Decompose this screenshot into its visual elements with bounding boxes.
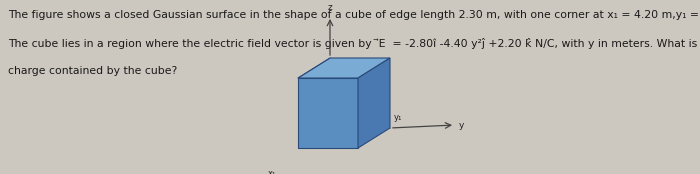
Text: y₁: y₁ [394,113,402,122]
Polygon shape [298,78,358,148]
Text: x₁: x₁ [268,168,277,174]
Text: The cube lies in a region where the electric field vector is given by  ⃗E  = -2.: The cube lies in a region where the elec… [8,38,700,49]
Text: y: y [459,121,464,129]
Text: The figure shows a closed Gaussian surface in the shape of a cube of edge length: The figure shows a closed Gaussian surfa… [8,10,700,20]
Polygon shape [358,58,390,148]
Polygon shape [298,58,390,78]
Text: z: z [328,3,332,12]
Text: charge contained by the cube?: charge contained by the cube? [8,66,177,76]
